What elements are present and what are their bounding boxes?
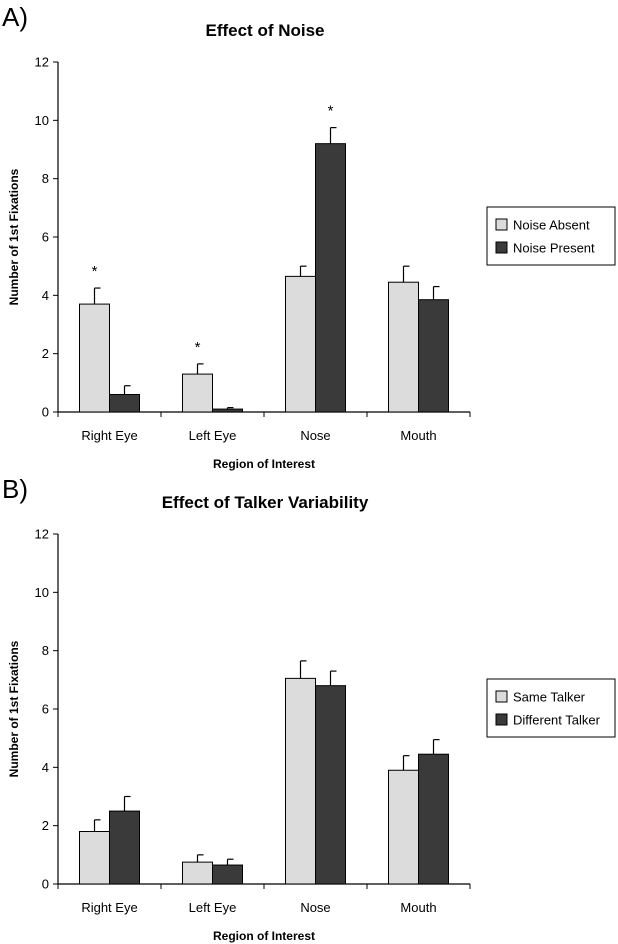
chartb-legend-label: Different Talker xyxy=(513,713,601,728)
charta-legend-swatch xyxy=(495,218,508,231)
charta-significance-marker: * xyxy=(195,339,201,356)
charta-y-tick-label: 6 xyxy=(42,230,49,245)
chartb-y-tick-label: 0 xyxy=(42,877,49,892)
charta-bar-series2 xyxy=(418,299,449,413)
chartb-y-tick-label: 4 xyxy=(42,760,49,775)
charta-y-tick-label: 8 xyxy=(42,171,49,186)
chartb-category-label: Nose xyxy=(300,900,330,915)
chartb-legend: Same Talker Different Talker xyxy=(486,678,616,738)
charta-y-tick-label: 2 xyxy=(42,346,49,361)
charta-y-tick-label: 12 xyxy=(35,55,49,70)
chartb-bar-series2 xyxy=(212,864,243,885)
chartb-bar-series1 xyxy=(285,677,316,885)
charta-legend-label: Noise Absent xyxy=(513,218,590,233)
chartb-bar-series1 xyxy=(182,861,213,885)
chart-panel-b: B) Effect of Talker Variability 0 2 4 6 8 10 12 R… xyxy=(0,472,618,944)
charta-y-tick-label: 0 xyxy=(42,405,49,420)
charta-y-tick-label: 4 xyxy=(42,288,49,303)
charta-y-label: Number of 1st Fixations xyxy=(7,168,21,305)
charta-bar-series2 xyxy=(315,143,346,413)
charta-legend-box xyxy=(486,206,616,266)
charta-category-label: Nose xyxy=(300,428,330,443)
charta-bar-series1 xyxy=(285,275,316,413)
charta-category-label: Mouth xyxy=(400,428,436,443)
chartb-x-label: Region of Interest xyxy=(213,929,315,943)
chartb-bar-series1 xyxy=(79,831,110,885)
charta-legend-label: Noise Present xyxy=(513,241,595,256)
chartb-y-tick-label: 8 xyxy=(42,643,49,658)
chartb-bar-series2 xyxy=(418,753,449,885)
charta-significance-marker: * xyxy=(328,103,334,120)
chartb-y-tick-label: 12 xyxy=(35,527,49,542)
chart-panel-a: A) Effect of Noise 0 2 4 6 8 10 12 Right Eye Left … xyxy=(2,2,616,471)
charta-bar-series1 xyxy=(182,373,213,413)
charta-title: Effect of Noise xyxy=(205,21,324,40)
chart-b-svg: B) Effect of Talker Variability 0 2 4 6 8 10 12 R… xyxy=(2,474,616,943)
chartb-legend-label: Same Talker xyxy=(513,690,586,705)
charta-bar-series1 xyxy=(388,281,419,413)
chartb-category-label: Left Eye xyxy=(189,900,237,915)
charta-bar-series1 xyxy=(79,303,110,413)
chartb-legend-swatch xyxy=(495,713,508,726)
chartb-y-label: Number of 1st Fixations xyxy=(7,640,21,777)
charta-panel-label: A) xyxy=(2,2,28,32)
charta-legend: Noise Absent Noise Present xyxy=(486,206,616,266)
charta-significance-marker: * xyxy=(92,263,98,280)
chartb-category-label: Mouth xyxy=(400,900,436,915)
charta-bar-series2 xyxy=(109,394,140,413)
chartb-y-tick-label: 2 xyxy=(42,818,49,833)
chartb-bar-series2 xyxy=(109,810,140,885)
chart-a-svg: A) Effect of Noise 0 2 4 6 8 10 12 Right Eye Left … xyxy=(2,2,616,471)
chartb-legend-swatch xyxy=(495,690,508,703)
charta-y-tick-label: 10 xyxy=(35,113,49,128)
chartb-legend-box xyxy=(486,678,616,738)
chartb-category-label: Right Eye xyxy=(81,900,137,915)
charta-category-label: Left Eye xyxy=(189,428,237,443)
chartb-bar-series1 xyxy=(388,769,419,885)
charta-bar-series2 xyxy=(212,408,243,413)
charta-legend-swatch xyxy=(495,241,508,254)
chartb-y-tick-label: 6 xyxy=(42,702,49,717)
charta-x-label: Region of Interest xyxy=(213,457,315,471)
charta-category-label: Right Eye xyxy=(81,428,137,443)
chartb-bar-series2 xyxy=(315,685,346,885)
chartb-panel-label: B) xyxy=(2,474,28,504)
chartb-title: Effect of Talker Variability xyxy=(162,493,369,512)
chartb-y-tick-label: 10 xyxy=(35,585,49,600)
